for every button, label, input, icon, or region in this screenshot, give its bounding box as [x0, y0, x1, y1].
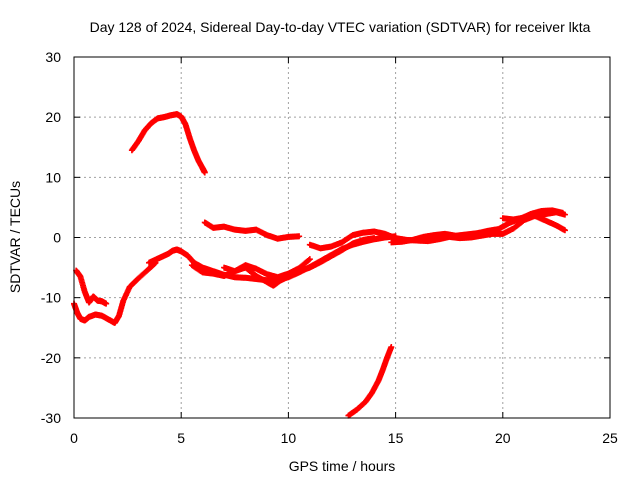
series-arc-4	[188, 235, 378, 289]
y-tick-label: 20	[45, 109, 61, 125]
y-axis-label: SDTVAR / TECUs	[7, 181, 23, 293]
series-arc-5	[221, 256, 313, 281]
data-point	[561, 227, 568, 234]
y-tick-label: 0	[53, 230, 61, 246]
series-arc-7	[128, 111, 208, 176]
x-axis-label: GPS time / hours	[289, 458, 396, 474]
plot-border	[73, 56, 611, 419]
data-point	[201, 169, 208, 176]
data-point	[306, 256, 313, 263]
data-point	[559, 209, 566, 216]
series-arc-6	[201, 219, 303, 242]
data-point	[371, 235, 378, 242]
y-tick-label: 30	[45, 49, 61, 65]
data-point	[305, 257, 312, 264]
x-tick-label: 20	[495, 430, 511, 446]
axis-ticks: 0 5 10 15 20 25 -30 -20 -10 0 10 20 30	[41, 49, 618, 446]
data-point	[388, 344, 395, 351]
series-arc-2	[73, 267, 110, 307]
series-arc-11	[345, 344, 395, 419]
grid-lines	[74, 57, 610, 418]
y-tick-label: -30	[41, 410, 61, 426]
series-arc-10	[499, 212, 568, 234]
y-tick-label: -20	[41, 350, 61, 366]
y-tick-label: -10	[41, 290, 61, 306]
x-tick-label: 15	[388, 430, 404, 446]
y-tick-label: 10	[45, 169, 61, 185]
x-tick-label: 10	[281, 430, 297, 446]
chart-title: Day 128 of 2024, Sidereal Day-to-day VTE…	[90, 19, 591, 35]
x-tick-label: 5	[177, 430, 185, 446]
data-point	[296, 233, 303, 240]
data-points	[71, 111, 568, 419]
data-point	[103, 300, 110, 307]
x-tick-label: 25	[602, 430, 618, 446]
x-tick-label: 0	[70, 430, 78, 446]
series-arc-9	[388, 207, 566, 246]
